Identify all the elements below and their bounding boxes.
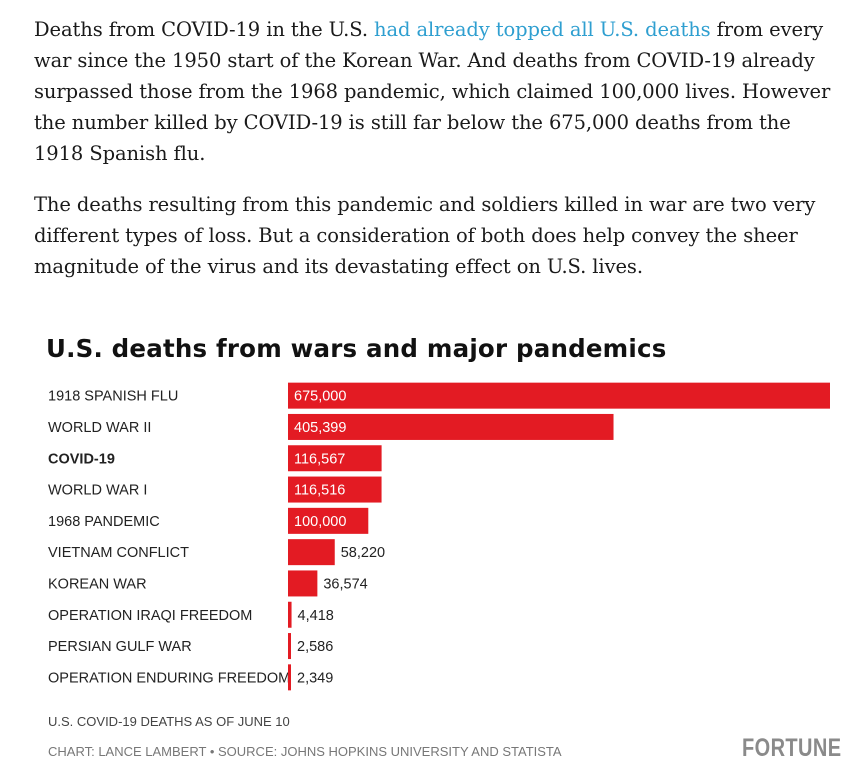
article-paragraph-2: The deaths resulting from this pandemic … (34, 193, 816, 278)
chart-title: U.S. deaths from wars and major pandemic… (46, 334, 667, 363)
bar-chart: 1918 SPANISH FLU 675,000 WORLD WAR II 405,3… (48, 382, 830, 691)
category-label: COVID-19 (48, 451, 115, 467)
bar (288, 633, 291, 660)
category-label: WORLD WAR II (48, 420, 151, 436)
bar (288, 382, 830, 409)
value-label: 405,399 (294, 420, 346, 436)
bar (288, 539, 335, 566)
paragraph-text: from every war since the 1950 start of t… (34, 18, 831, 165)
bar (288, 601, 292, 628)
category-label: WORLD WAR I (48, 483, 147, 499)
value-label: 2,586 (297, 639, 333, 655)
article-paragraph-1: Deaths from COVID-19 in the U.S. had alr… (34, 14, 844, 169)
category-label: PERSIAN GULF WAR (48, 639, 192, 655)
chart-credit: CHART: LANCE LAMBERT • SOURCE: JOHNS HOP… (48, 744, 562, 759)
value-label: 2,349 (297, 670, 333, 686)
bar (288, 476, 382, 503)
article-body: Deaths from COVID-19 in the U.S. had alr… (34, 14, 844, 302)
category-label: 1918 SPANISH FLU (48, 389, 178, 405)
value-label: 116,567 (294, 451, 345, 467)
war-deaths-link[interactable]: had already topped all U.S. deaths (374, 18, 711, 41)
bar (288, 445, 382, 472)
value-label: 116,516 (294, 483, 345, 499)
value-label: 58,220 (341, 545, 385, 561)
category-label: KOREAN WAR (48, 576, 147, 592)
paragraph-text: Deaths from COVID-19 in the U.S. (34, 18, 375, 41)
fortune-logo: FORTUNE (742, 734, 842, 762)
category-label: OPERATION ENDURING FREEDOM (48, 670, 290, 686)
value-label: 675,000 (294, 389, 346, 405)
bar (288, 413, 614, 440)
bar (288, 664, 291, 691)
value-label: 36,574 (323, 576, 367, 592)
value-label: 4,418 (298, 608, 334, 624)
category-label: 1968 PANDEMIC (48, 514, 160, 530)
bar (288, 507, 369, 534)
bar (288, 570, 318, 597)
value-label: 100,000 (294, 514, 346, 530)
category-label: OPERATION IRAQI FREEDOM (48, 608, 252, 624)
category-label: VIETNAM CONFLICT (48, 545, 189, 561)
chart-note: U.S. COVID-19 DEATHS AS OF JUNE 10 (48, 714, 290, 729)
